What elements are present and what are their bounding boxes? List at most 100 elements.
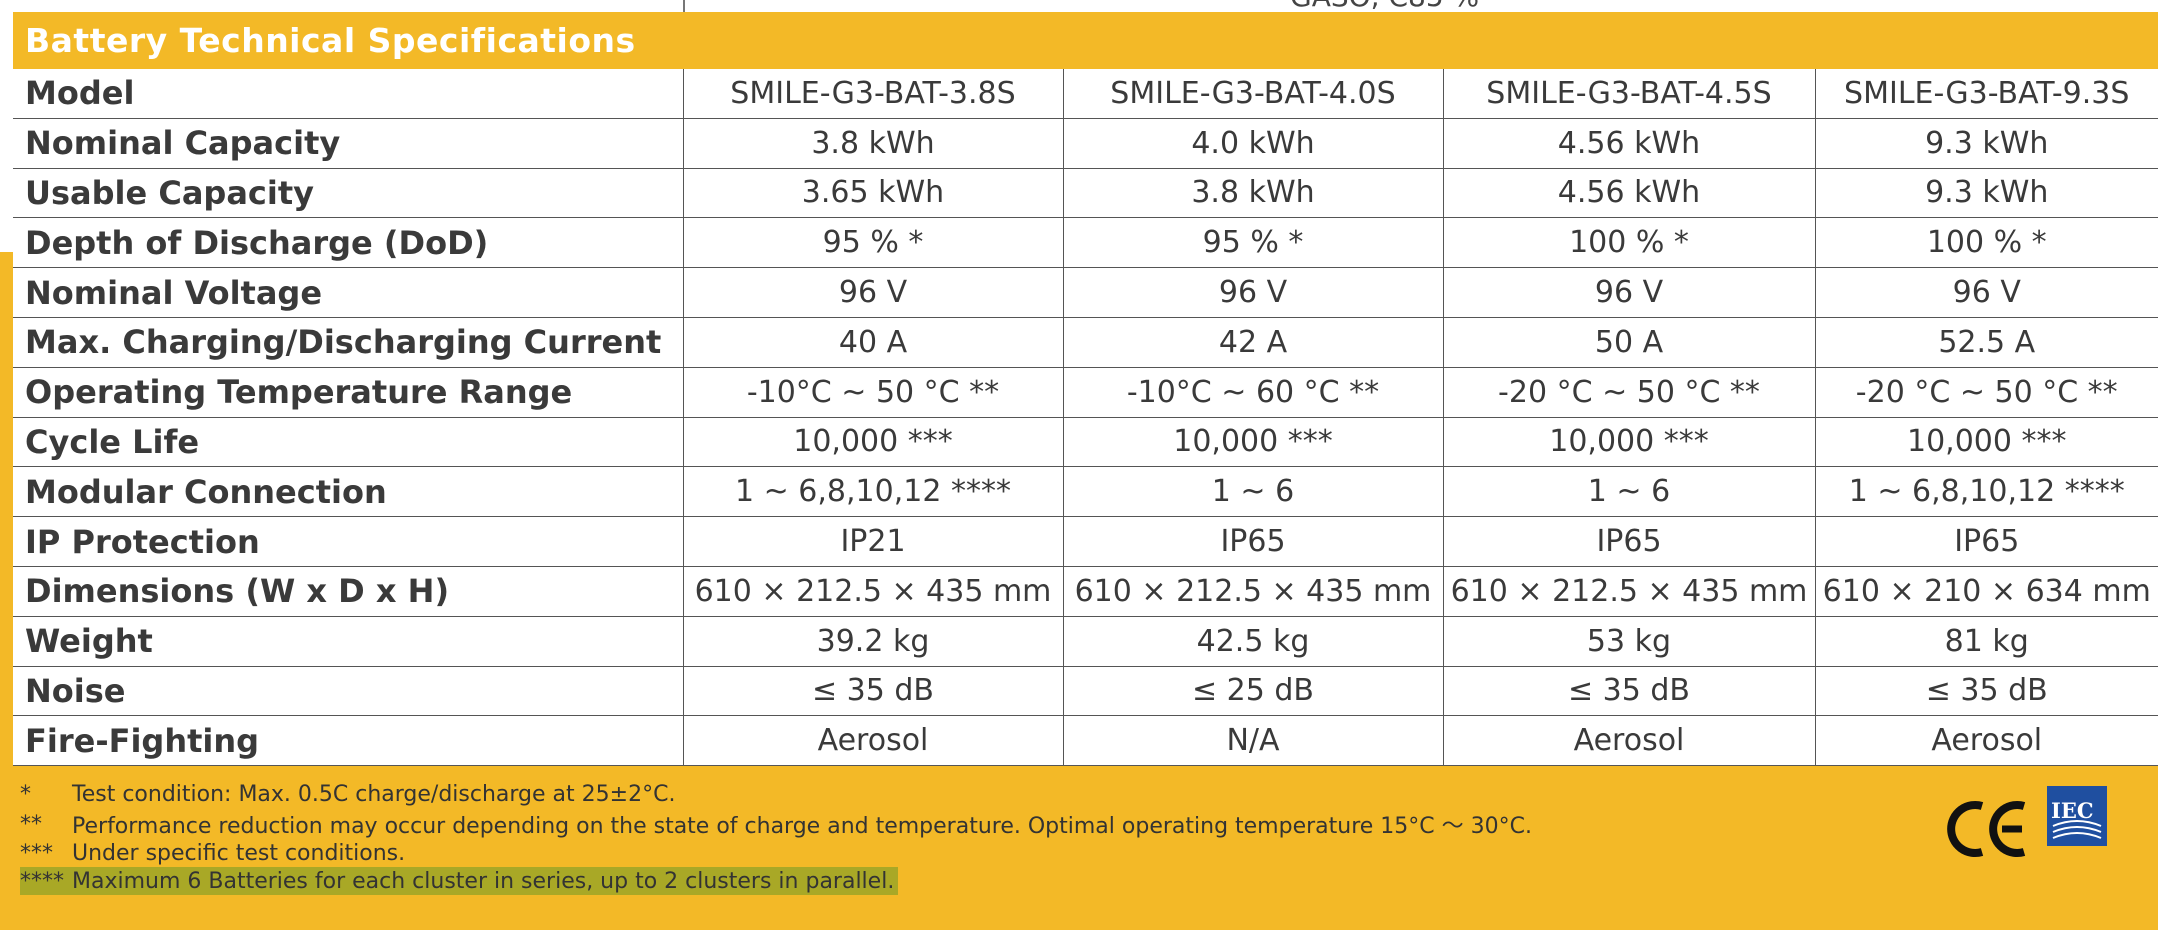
table-cell: 4.56 kWh xyxy=(1442,118,1815,169)
top-divider-fragment xyxy=(683,0,685,12)
table-cell: -10°C ~ 60 °C ** xyxy=(1062,367,1443,418)
table-cell: ≤ 25 dB xyxy=(1062,666,1443,717)
table-cell: -10°C ~ 50 °C ** xyxy=(682,367,1063,418)
row-label: Usable Capacity xyxy=(13,168,683,219)
table-cell: 610 × 210 × 634 mm xyxy=(1814,566,2158,617)
table-row: Noise ≤ 35 dB ≤ 25 dB ≤ 35 dB ≤ 35 dB xyxy=(13,666,2158,717)
table-row: Cycle Life 10,000 *** 10,000 *** 10,000 ***… xyxy=(13,417,2158,468)
table-cell: 610 × 212.5 × 435 mm xyxy=(1442,566,1815,617)
table-cell: 610 × 212.5 × 435 mm xyxy=(682,566,1063,617)
table-row: Weight 39.2 kg 42.5 kg 53 kg 81 kg xyxy=(13,616,2158,667)
table-cell: ≤ 35 dB xyxy=(1814,666,2158,717)
table-cell: 1 ~ 6 xyxy=(1442,466,1815,518)
table-cell: Aerosol xyxy=(1442,715,1815,767)
top-text-fragment: GASO, C85 % xyxy=(1290,0,1479,13)
footnote-marker: * xyxy=(20,781,31,807)
table-cell: IP65 xyxy=(1442,516,1815,567)
table-cell: 96 V xyxy=(1814,267,2158,318)
footnote-text: Test condition: Max. 0.5C charge/dischar… xyxy=(72,781,676,807)
table-cell: -20 °C ~ 50 °C ** xyxy=(1814,367,2158,418)
section-title: Battery Technical Specifications xyxy=(13,12,2158,69)
table-cell: IP65 xyxy=(1062,516,1443,567)
table-cell: Aerosol xyxy=(1814,715,2158,767)
svg-text:IEC: IEC xyxy=(2051,798,2094,823)
row-label: Weight xyxy=(13,616,683,667)
table-row: Model SMILE-G3-BAT-3.8S SMILE-G3-BAT-4.0S S… xyxy=(13,69,2158,119)
iec-logo-icon: IEC xyxy=(2047,786,2107,846)
table-cell: 39.2 kg xyxy=(682,616,1063,667)
table-cell: -20 °C ~ 50 °C ** xyxy=(1442,367,1815,418)
table-cell: ≤ 35 dB xyxy=(682,666,1063,717)
table-row: Nominal Capacity 3.8 kWh 4.0 kWh 4.56 kWh 9.… xyxy=(13,118,2158,169)
ce-mark-icon xyxy=(1947,801,2026,857)
table-cell: 4.0 kWh xyxy=(1062,118,1443,169)
table-row: Operating Temperature Range -10°C ~ 50 °C… xyxy=(13,367,2158,418)
footnotes-panel: * Test condition: Max. 0.5C charge/discha… xyxy=(13,766,2158,930)
table-row: Dimensions (W x D x H) 610 × 212.5 × 435 … xyxy=(13,566,2158,617)
spec-table: Model SMILE-G3-BAT-3.8S SMILE-G3-BAT-4.0S S… xyxy=(13,69,2158,767)
table-cell: 96 V xyxy=(682,267,1063,318)
table-cell: 96 V xyxy=(1442,267,1815,318)
table-cell: Aerosol xyxy=(682,715,1063,767)
table-cell: 96 V xyxy=(1062,267,1443,318)
table-cell: 10,000 *** xyxy=(1814,417,2158,468)
row-label: Fire-Fighting xyxy=(13,715,683,767)
table-row: Nominal Voltage 96 V 96 V 96 V 96 V xyxy=(13,267,2158,318)
table-cell: 1 ~ 6 xyxy=(1062,466,1443,518)
table-cell: 40 A xyxy=(682,317,1063,368)
footnote: *** Under specific test conditions. xyxy=(20,839,405,867)
footnote-text: Performance reduction may occur dependin… xyxy=(72,814,1532,839)
table-cell: SMILE-G3-BAT-3.8S xyxy=(682,69,1063,119)
table-cell: IP21 xyxy=(682,516,1063,567)
table-cell: ≤ 35 dB xyxy=(1442,666,1815,717)
row-label: Nominal Capacity xyxy=(13,118,683,169)
table-cell: SMILE-G3-BAT-9.3S xyxy=(1814,69,2158,119)
table-cell: 10,000 *** xyxy=(1062,417,1443,468)
table-cell: 53 kg xyxy=(1442,616,1815,667)
table-cell: 42 A xyxy=(1062,317,1443,368)
table-cell: 9.3 kWh xyxy=(1814,168,2158,219)
row-label: Noise xyxy=(13,666,683,717)
footnote-marker: **** xyxy=(20,868,64,894)
row-label: IP Protection xyxy=(13,516,683,567)
table-cell: SMILE-G3-BAT-4.0S xyxy=(1062,69,1443,119)
table-row: Max. Charging/Discharging Current 40 A 42 … xyxy=(13,317,2158,368)
row-label: Operating Temperature Range xyxy=(13,367,683,418)
row-label: Modular Connection xyxy=(13,466,683,518)
table-cell: 81 kg xyxy=(1814,616,2158,667)
row-label: Nominal Voltage xyxy=(13,267,683,318)
table-cell: 610 × 212.5 × 435 mm xyxy=(1062,566,1443,617)
table-row: Usable Capacity 3.65 kWh 3.8 kWh 4.56 kWh 9.… xyxy=(13,168,2158,219)
table-cell: 95 % * xyxy=(1062,217,1443,269)
table-row: Fire-Fighting Aerosol N/A Aerosol Aerosol xyxy=(13,715,2158,767)
table-cell: 3.8 kWh xyxy=(1062,168,1443,219)
footnote: ** Performance reduction may occur depend… xyxy=(20,810,1532,840)
table-cell: 4.56 kWh xyxy=(1442,168,1815,219)
footnote-marker: *** xyxy=(20,840,53,866)
table-cell: 95 % * xyxy=(682,217,1063,269)
table-cell: N/A xyxy=(1062,715,1443,767)
table-cell: 10,000 *** xyxy=(1442,417,1815,468)
row-label: Depth of Discharge (DoD) xyxy=(13,217,683,269)
spec-table-body: Model SMILE-G3-BAT-3.8S SMILE-G3-BAT-4.0S S… xyxy=(13,69,2158,767)
table-cell: 3.8 kWh xyxy=(682,118,1063,169)
table-cell: 1 ~ 6,8,10,12 **** xyxy=(1814,466,2158,518)
row-label: Model xyxy=(13,69,683,119)
table-cell: 3.65 kWh xyxy=(682,168,1063,219)
table-cell: 100 % * xyxy=(1814,217,2158,269)
table-cell: IP65 xyxy=(1814,516,2158,567)
left-accent-band xyxy=(0,252,13,930)
row-label: Max. Charging/Discharging Current xyxy=(13,317,683,368)
table-cell: 9.3 kWh xyxy=(1814,118,2158,169)
footnote: * Test condition: Max. 0.5C charge/discha… xyxy=(20,780,675,808)
table-row: IP Protection IP21 IP65 IP65 IP65 xyxy=(13,516,2158,567)
table-row: Depth of Discharge (DoD) 95 % * 95 % * 100 … xyxy=(13,217,2158,269)
table-cell: 42.5 kg xyxy=(1062,616,1443,667)
table-cell: 50 A xyxy=(1442,317,1815,368)
footnote: **** Maximum 6 Batteries for each cluster… xyxy=(20,867,899,895)
footnote-text: Under specific test conditions. xyxy=(72,840,406,866)
row-label: Cycle Life xyxy=(13,417,683,468)
footnote-marker: ** xyxy=(20,811,42,837)
table-cell: SMILE-G3-BAT-4.5S xyxy=(1442,69,1815,119)
